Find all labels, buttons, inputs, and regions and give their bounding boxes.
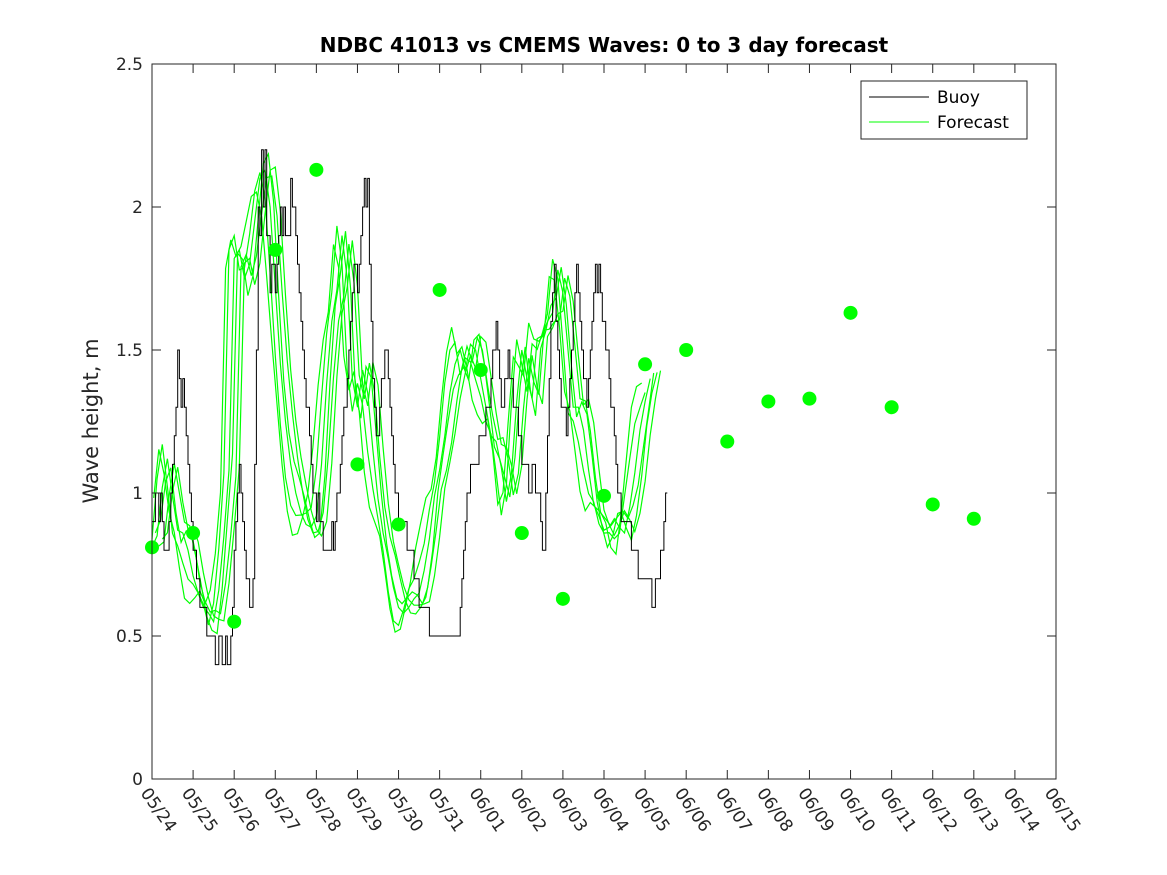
y-axis-label: Wave height, m (79, 338, 103, 503)
y-tick-label: 1 (132, 484, 143, 504)
forecast-run-line (154, 151, 655, 635)
y-tick-label: 0.5 (116, 627, 143, 647)
forecast-marker (802, 391, 817, 406)
forecast-marker (391, 517, 406, 532)
chart-title: NDBC 41013 vs CMEMS Waves: 0 to 3 day fo… (320, 33, 889, 57)
forecast-marker (720, 434, 735, 449)
y-tick-label: 2 (132, 198, 143, 218)
forecast-marker (884, 400, 899, 415)
forecast-run-line (151, 172, 646, 627)
forecast-marker (268, 242, 283, 257)
legend-box (860, 80, 1028, 140)
forecast-run-line (151, 168, 651, 624)
forecast-marker (597, 488, 611, 503)
forecast-marker (555, 591, 570, 606)
forecast-series (151, 151, 662, 635)
y-tick-label: 0 (132, 770, 143, 790)
plot-area (152, 64, 1056, 779)
legend: Buoy Forecast (860, 80, 1028, 140)
y-tick-label: 1.5 (116, 341, 143, 361)
legend-label-forecast: Forecast (937, 113, 1009, 133)
forecast-marker (761, 394, 776, 409)
forecast-marker (966, 511, 981, 526)
forecast-marker (432, 282, 447, 297)
buoy-line (152, 149, 668, 666)
forecast-marker (679, 343, 694, 357)
forecast-run-line (161, 165, 662, 622)
buoy-series (152, 149, 668, 666)
forecast-marker (638, 357, 653, 372)
forecast-markers (145, 162, 981, 629)
y-tick-label: 2.5 (116, 55, 143, 75)
forecast-marker (925, 497, 940, 512)
forecast-marker (350, 457, 365, 472)
forecast-run-line (153, 190, 643, 634)
forecast-run-line (158, 175, 658, 615)
legend-label-buoy: Buoy (937, 88, 980, 108)
forecast-marker (309, 162, 324, 177)
forecast-marker (227, 614, 242, 629)
forecast-marker (473, 363, 488, 378)
forecast-marker (843, 305, 858, 320)
forecast-marker (186, 526, 201, 541)
forecast-marker (514, 526, 529, 541)
